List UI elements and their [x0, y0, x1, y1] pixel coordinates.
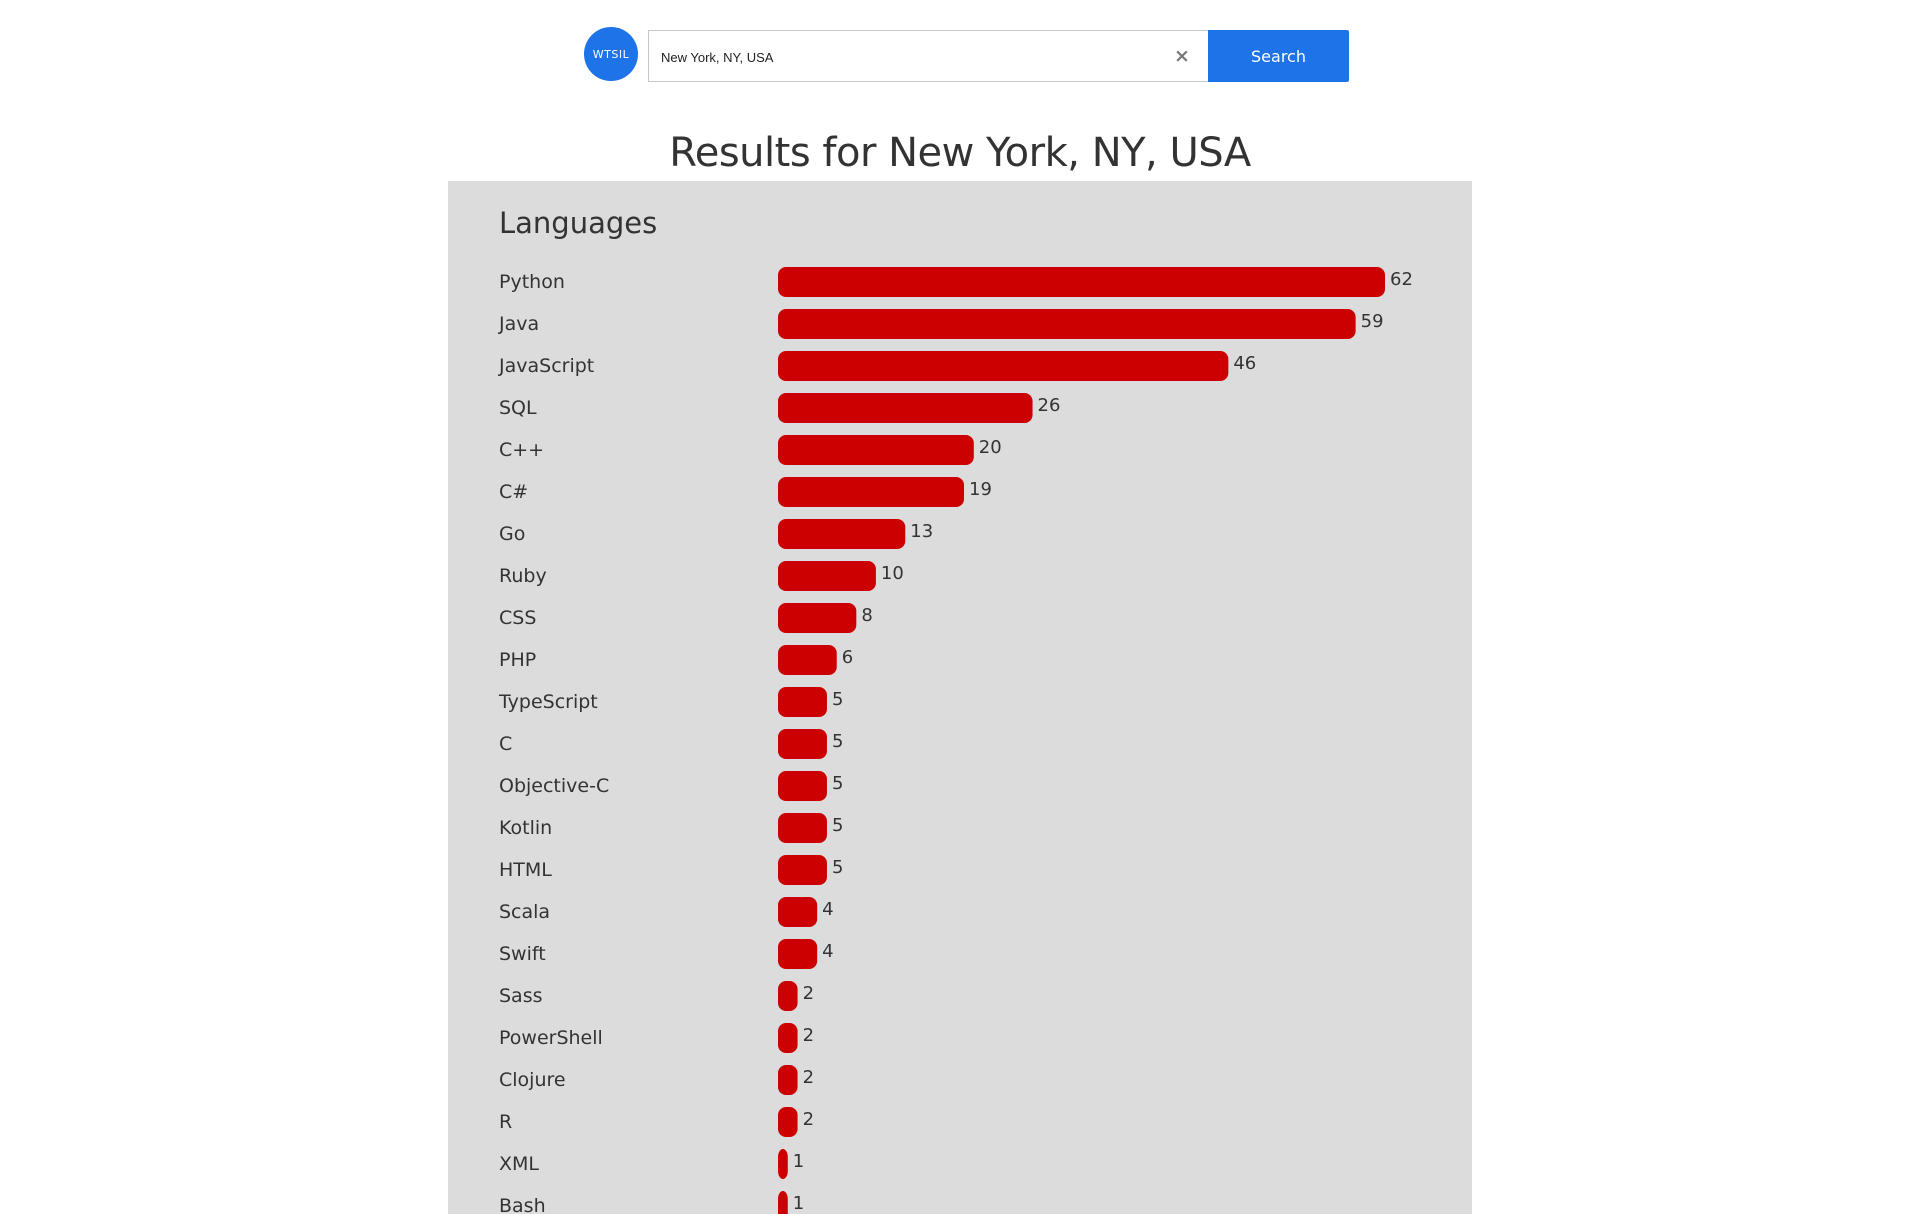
bar-value-label: 5 — [832, 689, 843, 710]
language-bar — [778, 939, 818, 969]
bar-value-label: 5 — [832, 857, 843, 878]
language-bar — [778, 687, 827, 717]
bar-value-label: 10 — [881, 563, 904, 584]
logo-text: WTSIL — [592, 47, 630, 61]
language-label: Bash — [499, 1195, 546, 1214]
bar-value-label: 20 — [979, 437, 1002, 458]
language-bar — [778, 981, 798, 1011]
language-label: Objective-C — [499, 775, 609, 797]
language-bar — [778, 1023, 798, 1053]
language-bar — [778, 351, 1229, 381]
language-label: JavaScript — [498, 355, 594, 377]
bar-value-label: 2 — [803, 1025, 814, 1046]
language-bar — [778, 897, 818, 927]
language-bar — [778, 309, 1356, 339]
language-label: C# — [499, 481, 528, 503]
language-label: Sass — [499, 985, 543, 1007]
bar-value-label: 4 — [822, 899, 833, 920]
language-label: PHP — [499, 649, 536, 671]
bar-value-label: 5 — [832, 815, 843, 836]
language-bar — [778, 1065, 798, 1095]
language-bar — [778, 1149, 788, 1179]
language-bar — [778, 267, 1385, 297]
wtsil-logo[interactable]: WTSIL — [584, 27, 638, 81]
language-bar — [778, 477, 965, 507]
bar-value-label: 5 — [832, 773, 843, 794]
bar-value-label: 19 — [969, 479, 992, 500]
language-label: Scala — [499, 901, 550, 923]
bar-value-label: 2 — [803, 983, 814, 1004]
page-title: Results for New York, NY, USA — [669, 130, 1251, 176]
bar-value-label: 2 — [803, 1067, 814, 1088]
language-bar — [778, 645, 837, 675]
language-label: TypeScript — [498, 691, 598, 713]
language-bar — [778, 561, 876, 591]
language-label: Python — [499, 271, 565, 293]
language-bar — [778, 729, 827, 759]
bar-value-label: 2 — [803, 1109, 814, 1130]
bar-value-label: 1 — [793, 1193, 804, 1214]
language-label: CSS — [499, 607, 536, 629]
bar-value-label: 5 — [832, 731, 843, 752]
bar-value-label: 6 — [842, 647, 853, 668]
language-bar — [778, 1191, 788, 1214]
language-bar — [778, 1107, 798, 1137]
language-bar — [778, 435, 974, 465]
language-bar — [778, 603, 857, 633]
search-field[interactable]: × — [648, 30, 1208, 83]
bar-value-label: 1 — [793, 1151, 804, 1172]
language-label: R — [499, 1111, 512, 1133]
language-bar — [778, 855, 827, 885]
language-label: Java — [498, 313, 539, 335]
language-bar — [778, 519, 906, 549]
clear-icon[interactable]: × — [1174, 45, 1190, 67]
search-button[interactable]: Search — [1208, 30, 1349, 82]
bar-value-label: 8 — [861, 605, 872, 626]
languages-panel: Languages Python 62 Java 59 JavaScript 46 SQL 2… — [448, 181, 1472, 1214]
language-bar — [778, 393, 1033, 423]
bar-value-label: 13 — [910, 521, 933, 542]
language-label: Kotlin — [499, 817, 552, 839]
language-label: C — [499, 733, 512, 755]
top-search-bar: WTSIL × Search — [0, 0, 1920, 100]
bar-value-label: 46 — [1233, 353, 1256, 374]
language-label: PowerShell — [499, 1027, 603, 1049]
language-bar — [778, 813, 827, 843]
bar-value-label: 62 — [1390, 269, 1413, 290]
bar-value-label: 59 — [1361, 311, 1384, 332]
language-bar — [778, 771, 827, 801]
language-label: HTML — [499, 859, 552, 881]
bar-value-label: 26 — [1038, 395, 1061, 416]
language-label: Clojure — [499, 1069, 566, 1091]
language-label: Swift — [499, 943, 546, 965]
bar-value-label: 4 — [822, 941, 833, 962]
language-label: XML — [499, 1153, 539, 1175]
language-label: Go — [499, 523, 525, 545]
language-label: Ruby — [499, 565, 547, 587]
language-label: SQL — [499, 397, 537, 419]
languages-heading: Languages — [499, 206, 658, 240]
search-input[interactable] — [659, 31, 1143, 83]
language-label: C++ — [499, 439, 544, 461]
